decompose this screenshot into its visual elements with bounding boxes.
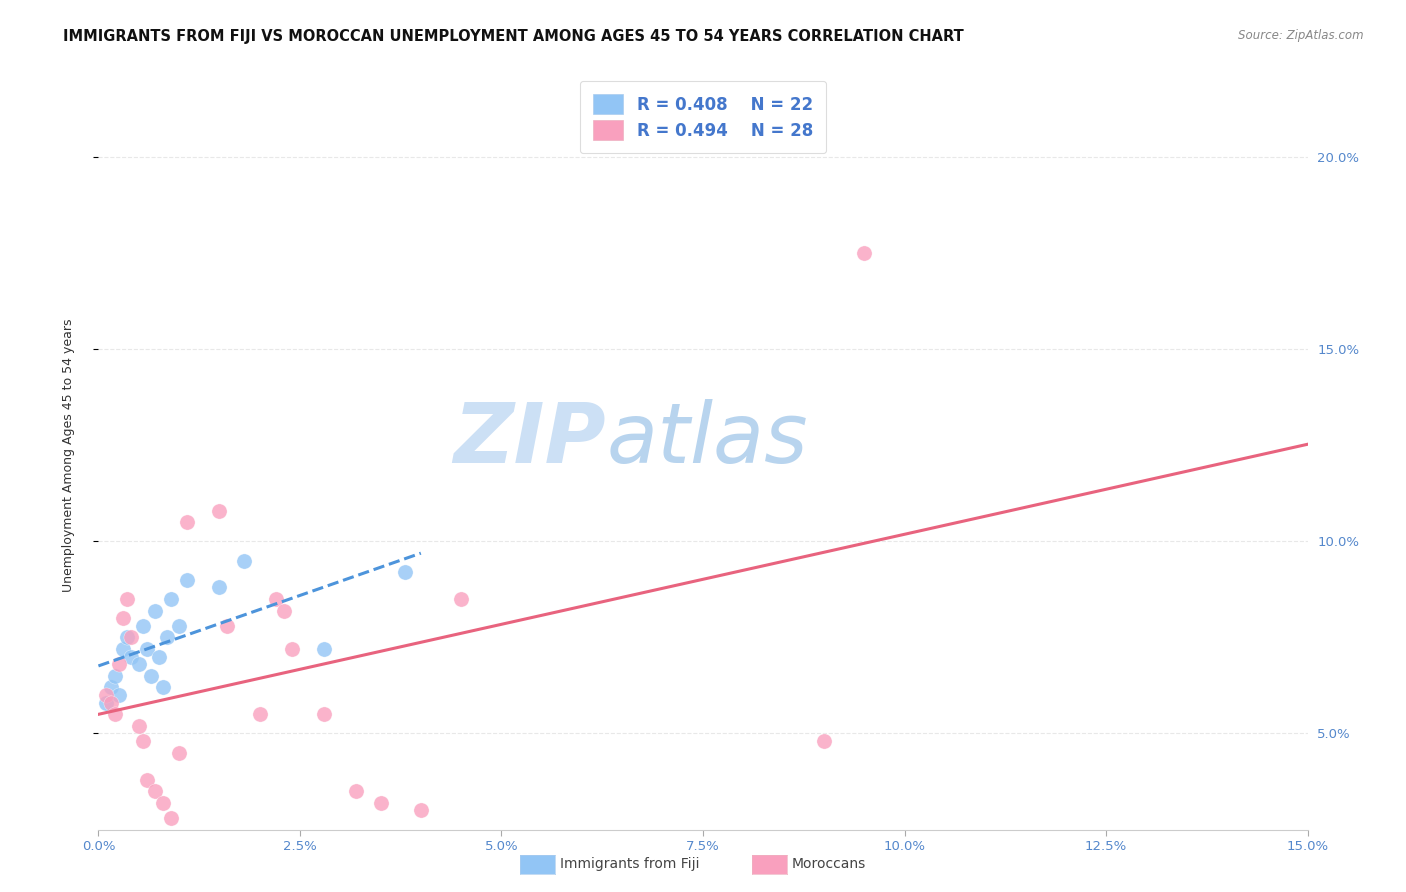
Point	[370, 796, 392, 810]
Point	[208, 581, 231, 595]
Point	[450, 592, 472, 607]
Point	[176, 573, 198, 587]
Point	[394, 565, 416, 579]
Point	[103, 707, 125, 722]
Point	[120, 631, 142, 645]
Point	[100, 696, 122, 710]
Text: IMMIGRANTS FROM FIJI VS MOROCCAN UNEMPLOYMENT AMONG AGES 45 TO 54 YEARS CORRELAT: IMMIGRANTS FROM FIJI VS MOROCCAN UNEMPLO…	[63, 29, 965, 44]
Point	[249, 707, 271, 722]
Point	[167, 746, 190, 760]
Point	[143, 784, 166, 798]
Point	[208, 503, 231, 517]
Text: Immigrants from Fiji: Immigrants from Fiji	[560, 857, 699, 871]
Point	[813, 734, 835, 748]
Point	[111, 642, 134, 657]
Legend: R = 0.408    N = 22, R = 0.494    N = 28: R = 0.408 N = 22, R = 0.494 N = 28	[579, 81, 827, 153]
Point	[148, 649, 170, 664]
Point	[132, 619, 155, 633]
Point	[132, 734, 155, 748]
Point	[314, 707, 336, 722]
Point	[152, 796, 174, 810]
Text: Source: ZipAtlas.com: Source: ZipAtlas.com	[1239, 29, 1364, 42]
Point	[160, 811, 183, 825]
Point	[96, 696, 118, 710]
Point	[264, 592, 287, 607]
Point	[115, 631, 138, 645]
Y-axis label: Unemployment Among Ages 45 to 54 years: Unemployment Among Ages 45 to 54 years	[62, 318, 75, 591]
Point	[156, 631, 179, 645]
Point	[107, 688, 129, 702]
Point	[409, 803, 432, 817]
Point	[152, 681, 174, 695]
Text: ZIP: ZIP	[454, 400, 606, 481]
Text: Moroccans: Moroccans	[792, 857, 866, 871]
Point	[853, 246, 876, 260]
Point	[107, 657, 129, 672]
Point	[176, 515, 198, 529]
Point	[139, 669, 162, 683]
Point	[344, 784, 367, 798]
Point	[120, 649, 142, 664]
Point	[128, 657, 150, 672]
Point	[111, 611, 134, 625]
Point	[143, 603, 166, 617]
Point	[217, 619, 239, 633]
Text: atlas: atlas	[606, 400, 808, 481]
Point	[314, 642, 336, 657]
Point	[128, 719, 150, 733]
Point	[281, 642, 304, 657]
Point	[100, 681, 122, 695]
Point	[232, 553, 254, 567]
Point	[273, 603, 295, 617]
Point	[135, 642, 157, 657]
Point	[96, 688, 118, 702]
Point	[103, 669, 125, 683]
Point	[160, 592, 183, 607]
Point	[167, 619, 190, 633]
Point	[115, 592, 138, 607]
Point	[135, 772, 157, 787]
